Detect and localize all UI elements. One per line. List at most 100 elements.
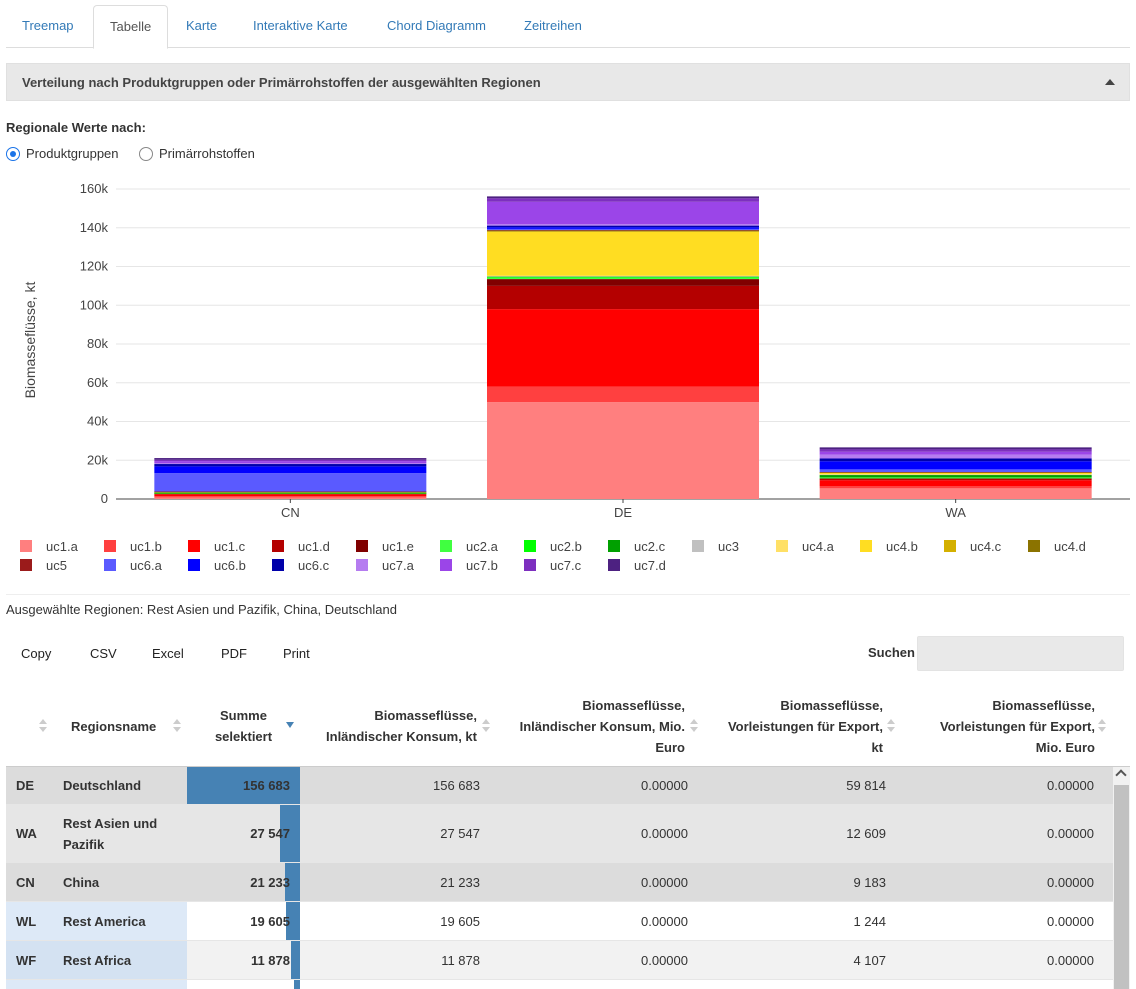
- csv-button[interactable]: CSV: [90, 646, 117, 661]
- panel-header[interactable]: Verteilung nach Produktgruppen oder Prim…: [6, 63, 1130, 101]
- search-input[interactable]: [917, 636, 1124, 671]
- bar-segment: [819, 474, 1092, 476]
- table-row[interactable]: DE Deutschland 156 683 156 683 0.00000 5…: [6, 767, 1113, 805]
- divider: [6, 594, 1130, 595]
- ve-kt-value: 4 107: [853, 952, 886, 968]
- tab-treemap[interactable]: Treemap: [22, 18, 74, 33]
- bar-segment: [819, 447, 1092, 450]
- sort-icon[interactable]: [482, 719, 490, 733]
- column-header-ve-eur[interactable]: Biomasseflüsse, Vorleistungen für Export…: [901, 685, 1113, 767]
- ik-eur-value: 0.00000: [641, 778, 688, 793]
- bar-segment: [487, 402, 759, 499]
- legend-swatch: [356, 540, 368, 552]
- bar-segment: [487, 277, 759, 280]
- bar-segment: [487, 230, 759, 232]
- legend-label: uc1.b: [130, 539, 162, 554]
- sort-icon[interactable]: [39, 719, 47, 733]
- tab-karte[interactable]: Karte: [186, 18, 218, 33]
- row-highlight: [6, 902, 187, 940]
- sum-cell: [187, 980, 300, 989]
- bar-segment: [819, 469, 1092, 473]
- bar-segment: [819, 454, 1092, 459]
- bar-segment: [154, 473, 427, 492]
- ik-kt-value: 156 683: [433, 778, 480, 793]
- legend-swatch: [104, 540, 116, 552]
- legend-swatch: [692, 540, 704, 552]
- sum-value: 27 547: [250, 826, 290, 841]
- row-highlight: [6, 941, 187, 979]
- radio-checked-icon[interactable]: [6, 147, 20, 161]
- sort-icon[interactable]: [887, 719, 895, 733]
- sum-value: 11 878: [250, 952, 290, 968]
- bar-segment: [154, 496, 427, 498]
- scroll-thumb[interactable]: [1114, 785, 1129, 989]
- legend-label: uc7.c: [550, 558, 582, 573]
- table-scrollbar[interactable]: [1113, 767, 1130, 989]
- column-header-ik-eur[interactable]: Biomasseflüsse, Inländischer Konsum, Mio…: [495, 685, 703, 767]
- ik-eur-value: 0.00000: [641, 913, 688, 929]
- ik-kt-value: 27 547: [440, 826, 480, 841]
- legend-swatch: [1028, 540, 1040, 552]
- bar-segment: [487, 201, 759, 225]
- bar-segment: [154, 459, 427, 462]
- legend-label: uc2.c: [634, 539, 666, 554]
- bar-segment: [819, 488, 1092, 499]
- legend-swatch: [440, 540, 452, 552]
- region-code: WA: [16, 826, 37, 841]
- radio-unchecked-icon[interactable]: [139, 147, 153, 161]
- column-header-regionsname[interactable]: Regionsname: [62, 685, 187, 767]
- sort-desc-icon[interactable]: [286, 722, 294, 728]
- column-header-code[interactable]: [6, 685, 62, 767]
- pdf-button[interactable]: PDF: [221, 646, 247, 661]
- legend-swatch: [524, 559, 536, 571]
- tab-interaktive-karte[interactable]: Interaktive Karte: [253, 18, 348, 33]
- copy-button[interactable]: Copy: [21, 646, 52, 661]
- bar-segment: [487, 196, 759, 199]
- column-header-ve-kt[interactable]: Biomasseflüsse, Vorleistungen für Export…: [703, 685, 901, 767]
- ve-eur-value: 0.00000: [1047, 952, 1094, 968]
- bar-segment: [154, 492, 427, 494]
- sort-icon[interactable]: [1098, 719, 1106, 733]
- sum-cell: 21 233: [187, 863, 300, 901]
- sort-icon[interactable]: [690, 719, 698, 733]
- region-name: Deutschland: [63, 778, 142, 793]
- table-row[interactable]: CN China 21 233 21 233 0.00000 9 183 0.0…: [6, 863, 1113, 902]
- bar-segment: [819, 451, 1092, 455]
- sort-icon[interactable]: [173, 719, 181, 733]
- scroll-up-icon[interactable]: [1115, 769, 1127, 781]
- bar-segment: [487, 275, 759, 277]
- legend-swatch: [440, 559, 452, 571]
- region-code: CN: [16, 874, 35, 890]
- excel-button[interactable]: Excel: [152, 646, 184, 661]
- column-header-summe[interactable]: Summe selektiert: [187, 685, 300, 767]
- region-name: Rest America: [63, 913, 146, 929]
- bar-segment: [154, 494, 427, 497]
- y-tick-label: 100k: [80, 297, 109, 312]
- print-button[interactable]: Print: [283, 646, 310, 661]
- y-axis-label: Biomasseflüsse, kt: [22, 282, 38, 399]
- bar-segment: [487, 285, 759, 310]
- tab-chord-diagramm[interactable]: Chord Diagramm: [387, 18, 486, 33]
- selected-regions-text: Ausgewählte Regionen: Rest Asien und Paz…: [6, 602, 397, 617]
- column-header-ik-kt[interactable]: Biomasseflüsse, Inländischer Konsum, kt: [300, 685, 495, 767]
- tab-zeitreihen[interactable]: Zeitreihen: [524, 18, 582, 33]
- ve-eur-value: 0.00000: [1047, 874, 1094, 890]
- ve-kt-value: 12 609: [846, 826, 886, 841]
- table-row[interactable]: [6, 980, 1113, 989]
- sum-value: 21 233: [250, 874, 290, 890]
- bar-segment: [154, 458, 427, 460]
- ik-eur-value: 0.00000: [641, 874, 688, 890]
- sum-cell: 27 547: [187, 805, 300, 862]
- bar-segment: [154, 497, 427, 499]
- y-tick-label: 120k: [80, 259, 109, 274]
- bar-segment: [819, 477, 1092, 479]
- legend-label: uc1.d: [298, 539, 330, 554]
- table-row[interactable]: WL Rest America 19 605 19 605 0.00000 1 …: [6, 902, 1113, 941]
- collapse-icon[interactable]: [1105, 79, 1115, 85]
- table-row[interactable]: WF Rest Africa 11 878 11 878 0.00000 4 1…: [6, 941, 1113, 980]
- region-code: WL: [16, 913, 37, 929]
- bar-segment: [819, 458, 1092, 462]
- legend-swatch: [776, 540, 788, 552]
- tab-tabelle[interactable]: Tabelle: [93, 5, 169, 49]
- table-row[interactable]: WA Rest Asien und Pazifik 27 547 27 547 …: [6, 805, 1113, 863]
